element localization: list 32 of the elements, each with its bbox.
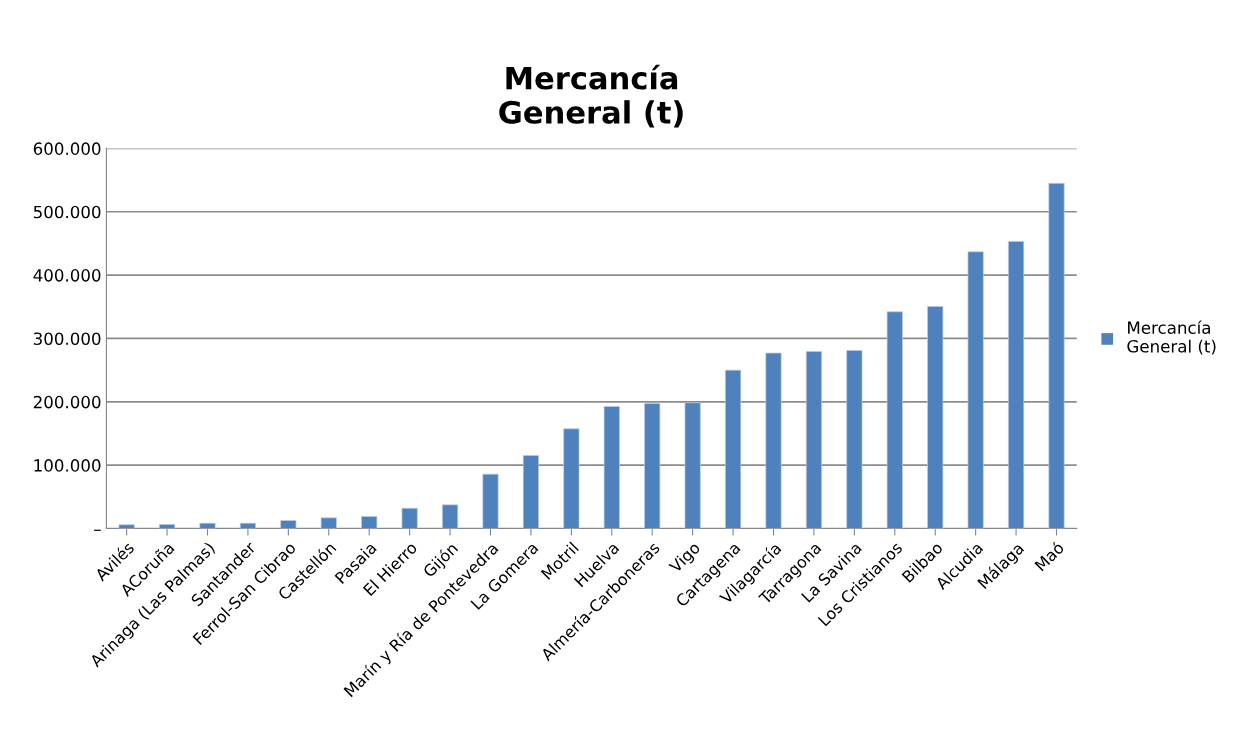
y-tick-label: 500.000 — [33, 205, 101, 219]
bar — [644, 403, 661, 529]
chart-title: Mercancía General (t) — [499, 64, 683, 128]
bar — [522, 455, 539, 529]
bar — [725, 369, 742, 529]
bar — [563, 428, 580, 529]
bar — [765, 352, 782, 529]
bar — [684, 402, 701, 529]
bar — [886, 311, 903, 529]
bar — [1048, 183, 1065, 529]
bar — [1008, 241, 1025, 529]
bar — [280, 520, 297, 529]
bar — [603, 406, 620, 529]
bar — [361, 516, 378, 529]
legend-label: Mercancía General (t) — [1127, 320, 1216, 355]
y-tick-label: 300.000 — [33, 332, 101, 346]
bar — [442, 504, 459, 529]
bar — [159, 524, 176, 529]
bar — [805, 351, 822, 529]
bar — [846, 350, 863, 529]
bar — [199, 522, 216, 529]
bar — [927, 306, 944, 529]
bar — [967, 251, 984, 529]
y-tick-label: – — [94, 529, 101, 531]
bar — [320, 517, 337, 529]
bar — [482, 473, 499, 529]
bar — [118, 524, 135, 529]
y-tick-label: 100.000 — [34, 459, 101, 472]
y-tick-label: 600.000 — [33, 142, 101, 155]
y-tick-label: 200.000 — [33, 395, 101, 409]
y-tick-label: 400.000 — [33, 269, 101, 282]
bar — [401, 507, 418, 529]
